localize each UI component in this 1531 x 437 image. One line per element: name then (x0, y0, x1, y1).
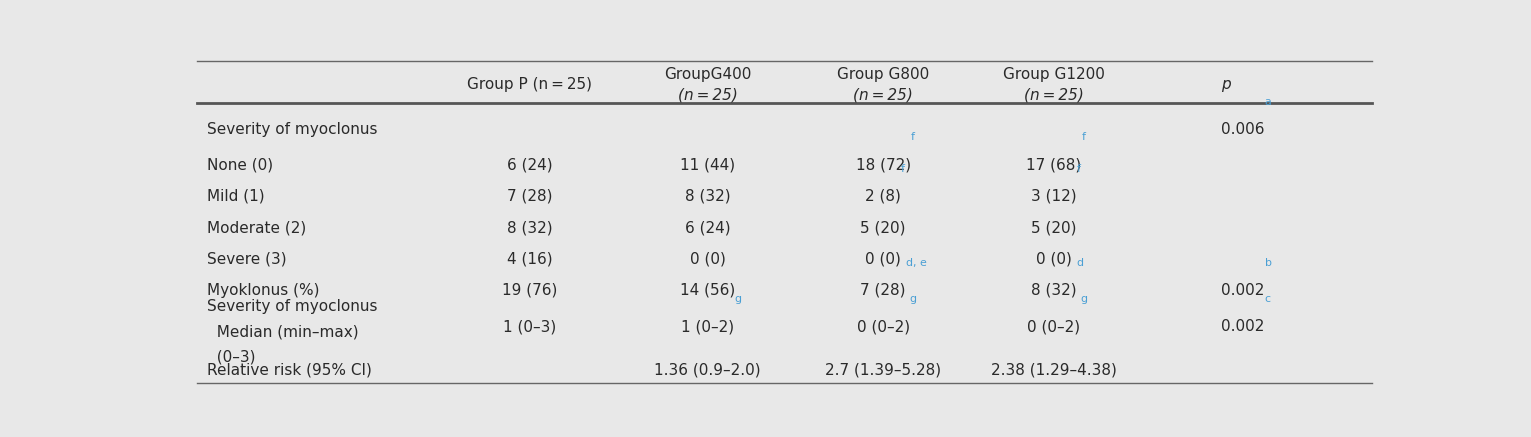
Text: 7 (28): 7 (28) (507, 189, 553, 204)
Text: Group G1200: Group G1200 (1003, 67, 1105, 82)
Text: 6 (24): 6 (24) (507, 158, 553, 173)
Text: 1 (0–2): 1 (0–2) (681, 319, 733, 334)
Text: 0 (0–2): 0 (0–2) (856, 319, 909, 334)
Text: Group P (n = 25): Group P (n = 25) (467, 77, 592, 92)
Text: 5 (20): 5 (20) (860, 220, 906, 235)
Text: c: c (1265, 294, 1271, 304)
Text: f: f (902, 164, 905, 173)
Text: 6 (24): 6 (24) (684, 220, 730, 235)
Text: 0.002: 0.002 (1222, 283, 1265, 298)
Text: GroupG400: GroupG400 (664, 67, 752, 82)
Text: 17 (68): 17 (68) (1026, 158, 1081, 173)
Text: 0 (0): 0 (0) (865, 252, 902, 267)
Text: 8 (32): 8 (32) (1032, 283, 1076, 298)
Text: 2.38 (1.29–4.38): 2.38 (1.29–4.38) (991, 363, 1118, 378)
Text: (0–3): (0–3) (207, 350, 256, 364)
Text: 0 (0–2): 0 (0–2) (1027, 319, 1081, 334)
Text: d, e: d, e (906, 257, 926, 267)
Text: Severity of myoclonus: Severity of myoclonus (207, 299, 377, 314)
Text: 18 (72): 18 (72) (856, 158, 911, 173)
Text: 8 (32): 8 (32) (507, 220, 553, 235)
Text: d: d (1076, 257, 1084, 267)
Text: Myoklonus (%): Myoklonus (%) (207, 283, 320, 298)
Text: (n = 25): (n = 25) (678, 87, 738, 102)
Text: f: f (1081, 132, 1085, 142)
Text: p: p (1222, 77, 1231, 92)
Text: 2.7 (1.39–5.28): 2.7 (1.39–5.28) (825, 363, 942, 378)
Text: g: g (1081, 294, 1087, 304)
Text: 2 (8): 2 (8) (865, 189, 902, 204)
Text: f: f (1076, 164, 1081, 173)
Text: Severe (3): Severe (3) (207, 252, 286, 267)
Text: Moderate (2): Moderate (2) (207, 220, 306, 235)
Text: Mild (1): Mild (1) (207, 189, 265, 204)
Text: b: b (1265, 257, 1272, 267)
Text: Relative risk (95% CI): Relative risk (95% CI) (207, 363, 372, 378)
Text: 7 (28): 7 (28) (860, 283, 906, 298)
Text: f: f (911, 132, 914, 142)
Text: None (0): None (0) (207, 158, 273, 173)
Text: 0 (0): 0 (0) (1036, 252, 1072, 267)
Text: 19 (76): 19 (76) (502, 283, 557, 298)
Text: Severity of myoclonus: Severity of myoclonus (207, 122, 377, 137)
Text: g: g (733, 294, 741, 304)
Text: (n = 25): (n = 25) (853, 87, 912, 102)
Text: Median (min–max): Median (min–max) (207, 324, 358, 339)
Text: 1.36 (0.9–2.0): 1.36 (0.9–2.0) (654, 363, 761, 378)
Text: 5 (20): 5 (20) (1032, 220, 1076, 235)
Text: a: a (1265, 97, 1272, 107)
Text: (n = 25): (n = 25) (1024, 87, 1084, 102)
Text: 0 (0): 0 (0) (689, 252, 726, 267)
Text: g: g (909, 294, 917, 304)
Text: 3 (12): 3 (12) (1032, 189, 1076, 204)
Text: 4 (16): 4 (16) (507, 252, 553, 267)
Text: 8 (32): 8 (32) (684, 189, 730, 204)
Text: Group G800: Group G800 (837, 67, 929, 82)
Text: 0.006: 0.006 (1222, 122, 1265, 137)
Text: 11 (44): 11 (44) (680, 158, 735, 173)
Text: 1 (0–3): 1 (0–3) (502, 319, 556, 334)
Text: 0.002: 0.002 (1222, 319, 1265, 334)
Text: 14 (56): 14 (56) (680, 283, 735, 298)
